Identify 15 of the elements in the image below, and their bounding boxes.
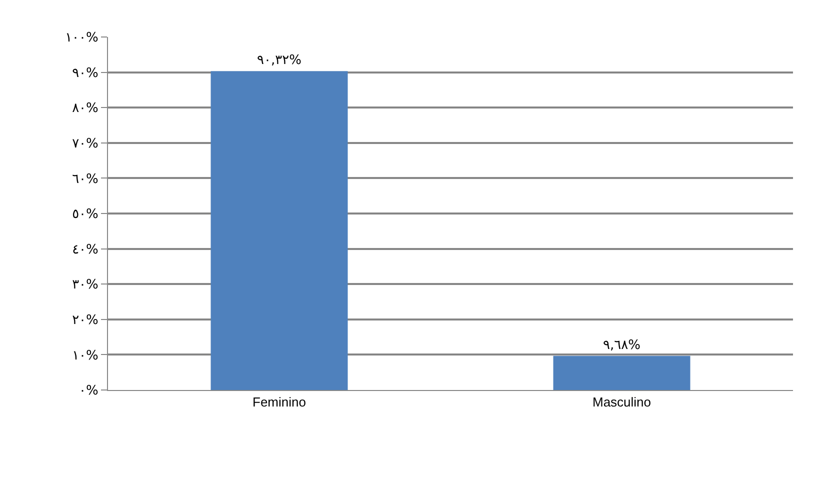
y-tick-label: ١٠٠% xyxy=(65,30,98,46)
y-tick-label: ٩٠% xyxy=(72,66,98,81)
y-tick-label: ٤٠% xyxy=(72,242,98,258)
y-tick-label: ٠% xyxy=(79,384,98,399)
y-tick-label: ٧٠% xyxy=(72,136,98,152)
data-label: ٩٠,٣٢% xyxy=(257,53,302,68)
y-tick-label: ٥٠% xyxy=(72,207,98,222)
data-label: ٩,٦٨% xyxy=(603,338,640,353)
y-tick-label: ٦٠% xyxy=(72,172,98,187)
x-tick-label: Masculino xyxy=(592,394,652,410)
y-tick-label: ١٠% xyxy=(72,348,98,364)
x-tick-label: Feminino xyxy=(252,394,306,410)
y-tick-label: ٣٠% xyxy=(72,278,98,293)
y-tick-label: ٨٠% xyxy=(72,101,98,116)
y-tick-label: ٢٠% xyxy=(72,312,98,328)
